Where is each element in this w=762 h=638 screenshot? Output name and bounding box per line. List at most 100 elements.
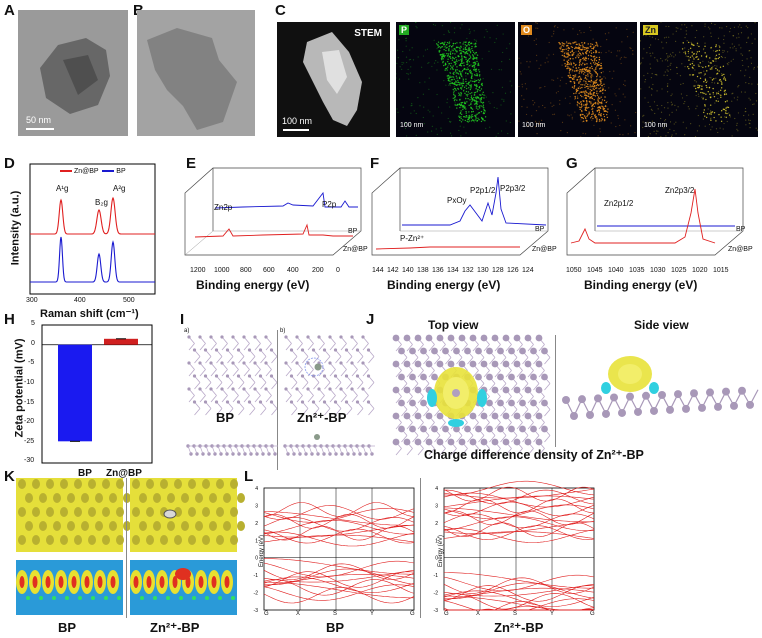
eds-dot (591, 74, 593, 76)
eds-dot (475, 40, 478, 42)
eds-dot (563, 29, 565, 31)
eds-dot (647, 135, 650, 137)
eds-dot (589, 91, 592, 93)
eds-dot (598, 59, 601, 61)
eds-dot (591, 115, 593, 118)
peak-label-a2g: A²g (113, 184, 126, 193)
eds-dot (649, 67, 652, 69)
p-atom (322, 348, 327, 352)
valence-band (263, 574, 415, 587)
p-atom (594, 394, 602, 403)
eds-dot (467, 93, 469, 96)
eds-dot (743, 114, 745, 117)
eds-dot (426, 48, 429, 50)
eds-dot (604, 110, 607, 112)
eds-dot (443, 80, 445, 82)
bond (439, 344, 446, 352)
k-lobe (216, 535, 224, 545)
eds-dot (713, 116, 715, 119)
k-lobe (74, 479, 82, 489)
eds-map-o: O 100 nm (518, 22, 637, 137)
eds-dot (452, 92, 455, 94)
eds-dot (423, 106, 425, 108)
eds-dot (720, 116, 722, 118)
p-atom (513, 438, 521, 446)
eds-dot (704, 66, 707, 68)
eds-dot (712, 92, 714, 94)
eds-dot (731, 100, 733, 102)
eds-dot (582, 44, 584, 46)
xps-f-xtick-6: 132 (462, 267, 474, 274)
eds-dot (580, 106, 582, 109)
eds-dot (465, 90, 468, 93)
eds-dot (603, 119, 606, 122)
bond (434, 357, 441, 365)
eds-dot (560, 50, 563, 53)
eds-dot (454, 27, 456, 29)
bond (351, 343, 358, 351)
eds-dot (587, 73, 589, 75)
p-atom (242, 387, 246, 391)
bond (494, 448, 501, 456)
p-atom (339, 387, 343, 391)
eds-dot (728, 114, 731, 116)
k-bp-side-pattern (16, 570, 121, 600)
k-lobe (32, 507, 40, 517)
eds-dot (709, 113, 711, 115)
p-atom (502, 438, 510, 446)
eds-dot (643, 114, 645, 116)
bond (238, 382, 245, 390)
eds-dot (563, 55, 565, 58)
bond (472, 448, 479, 456)
band-ytick: 3 (255, 503, 258, 509)
bond (368, 445, 373, 455)
eds-dot (447, 54, 449, 57)
eds-dot (460, 74, 463, 76)
eds-dot (657, 38, 659, 41)
bond (238, 408, 245, 416)
eds-dot (597, 96, 600, 98)
eds-dot (562, 45, 565, 47)
eds-dot (521, 86, 524, 88)
eds-dot (578, 102, 580, 105)
eds-dot (472, 110, 475, 113)
p-atom (409, 399, 416, 407)
eds-dot (695, 94, 697, 97)
eds-dot (436, 48, 438, 50)
eds-dot (589, 96, 591, 98)
eds-dot (750, 57, 752, 59)
eds-dot (748, 122, 750, 124)
eds-dot (464, 51, 466, 54)
eds-dot (462, 108, 464, 111)
eds-dot (401, 61, 403, 64)
band-ytick: -1 (434, 573, 439, 579)
eds-dot (575, 70, 577, 72)
bond (351, 395, 358, 403)
bp-lattice-side (186, 444, 278, 456)
bond (249, 382, 256, 390)
eds-dot (627, 133, 629, 135)
eds-dot (738, 36, 740, 38)
eds-dot (710, 77, 712, 79)
p-atom (491, 360, 499, 368)
bond (494, 422, 501, 430)
eds-dot (739, 24, 741, 26)
eds-dot (710, 96, 712, 98)
eds-dot (571, 118, 573, 120)
eds-dot (707, 90, 709, 93)
bond (362, 395, 369, 403)
eds-dot (576, 43, 578, 46)
bond (533, 435, 540, 443)
eds-dot (604, 89, 606, 92)
eds-dot (611, 104, 613, 106)
eds-dot (474, 57, 476, 59)
eds-dot (680, 83, 682, 85)
conduction-band (263, 516, 415, 532)
k-node (231, 596, 235, 600)
eds-dot (570, 62, 572, 65)
eds-dot (573, 87, 575, 89)
eds-dot (443, 43, 446, 46)
raman-xtick-500: 500 (123, 297, 135, 304)
eds-dot (465, 112, 467, 114)
eds-dot (717, 100, 719, 102)
